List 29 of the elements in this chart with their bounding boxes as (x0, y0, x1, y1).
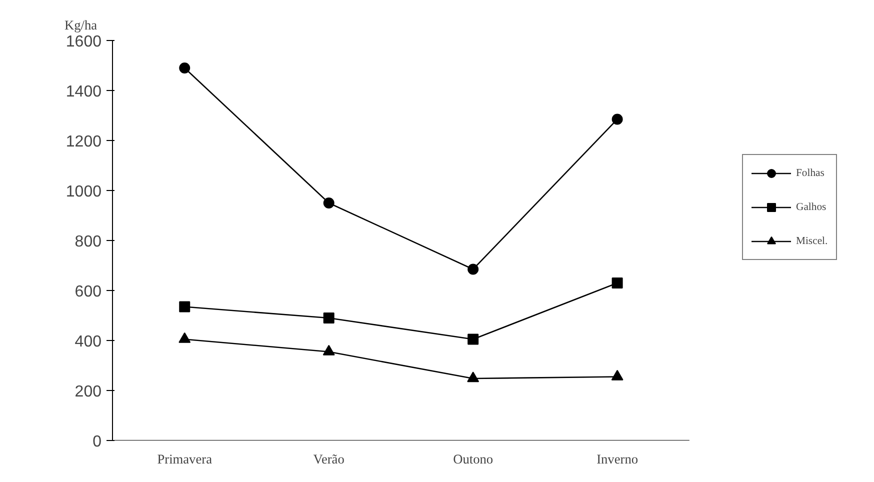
y-tick-label: 1600 (66, 34, 102, 50)
y-tick-label: 1400 (66, 84, 102, 100)
legend-label: Folhas (796, 168, 824, 178)
y-tick-label: 1000 (66, 184, 102, 200)
x-tick-label: Inverno (596, 452, 638, 466)
x-tick-label: Verão (313, 452, 345, 466)
legend-label: Galhos (796, 202, 826, 212)
legend-label: Miscel. (796, 236, 828, 246)
y-tick-label: 1200 (66, 134, 102, 150)
point (612, 278, 623, 288)
y-tick-label: 200 (74, 384, 102, 400)
point (323, 312, 334, 324)
point (612, 114, 623, 125)
y-axis-title: Kg/ha (64, 18, 98, 32)
point (468, 264, 479, 275)
point (179, 62, 190, 74)
x-tick-label: Primavera (157, 452, 212, 466)
point (611, 370, 624, 380)
y-tick-label: 400 (74, 334, 102, 350)
point (178, 332, 191, 343)
y-tick-label: 600 (74, 284, 102, 300)
y-tick-label: 0 (92, 434, 102, 450)
point (323, 198, 334, 208)
point (322, 344, 335, 356)
point (468, 334, 479, 345)
y-tick-label: 800 (74, 234, 102, 250)
x-tick-label: Outono (453, 452, 494, 466)
point (179, 301, 190, 312)
point (467, 372, 480, 382)
